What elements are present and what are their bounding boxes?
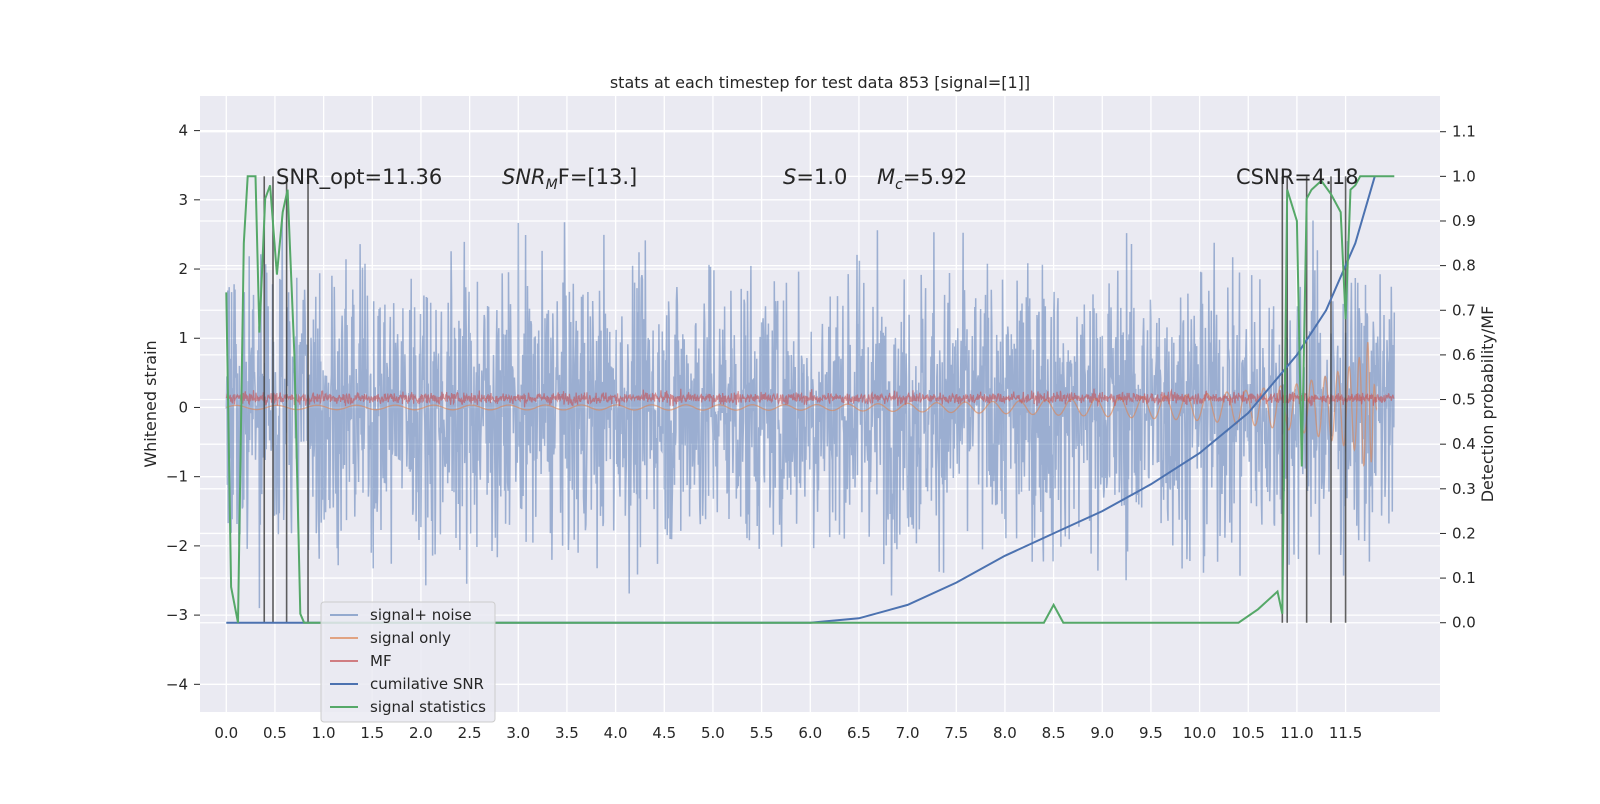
annotation-mc-name: M (877, 165, 895, 189)
x-tick-label: 10.5 (1232, 724, 1265, 742)
y-right-tick-label: 0.1 (1452, 569, 1476, 587)
chart-title: stats at each timestep for test data 853… (610, 73, 1030, 92)
x-tick-label: 11.0 (1280, 724, 1313, 742)
legend-label-2: MF (370, 652, 392, 670)
annotation-mc-sub: c (895, 177, 903, 193)
y-right-tick-label: 0.2 (1452, 524, 1476, 542)
x-tick-label: 0.5 (263, 724, 287, 742)
legend: signal+ noise signal only MF cumilative … (320, 601, 496, 723)
x-tick-label: 5.0 (701, 724, 725, 742)
legend-label-1: signal only (370, 629, 451, 647)
y-tick-label: 0 (178, 398, 188, 416)
y-tick-label: 1 (178, 329, 188, 347)
y-right-tick-label: 1.0 (1452, 167, 1476, 185)
series-mf (225, 388, 1395, 408)
legend-label-4: signal statistics (370, 698, 486, 716)
series-cumilative-snr (226, 176, 1376, 624)
y-right-tick-label: 0.9 (1452, 212, 1476, 230)
legend-frame (320, 601, 496, 723)
x-tick-label: 4.0 (604, 724, 628, 742)
y-tick-label: −3 (166, 606, 188, 624)
annotation-snr-mf-sub: M (546, 177, 558, 193)
y-right-tick-label: 0.6 (1452, 346, 1476, 364)
x-tick-label: 11.5 (1329, 724, 1362, 742)
annotation-s-value: =1.0 (796, 165, 847, 189)
y-right-tick-label: 1.1 (1452, 123, 1476, 141)
x-tick-label: 5.5 (750, 724, 774, 742)
y-right-tick-label: 0.8 (1452, 257, 1476, 275)
x-tick-label: 0.0 (214, 724, 238, 742)
y-right-tick-label: 0.7 (1452, 301, 1476, 319)
x-tick-label: 9.0 (1090, 724, 1114, 742)
annotation-layer: SNR_opt=11.36 SNRMF=[13.] S=1.0 Mc=5.92 … (276, 165, 1359, 193)
y-right-tick-label: 0.5 (1452, 391, 1476, 409)
x-tick-label: 2.5 (458, 724, 482, 742)
x-tick-label: 2.0 (409, 724, 433, 742)
annotation-csnr: CSNR=4.18 (1236, 165, 1359, 189)
annotation-snr-mf-base: SNR (502, 165, 546, 189)
annotation-mc-value: =5.92 (903, 165, 967, 189)
x-tick-label: 6.5 (847, 724, 871, 742)
x-tick-label: 3.5 (555, 724, 579, 742)
y-axis-label: Whitened strain (141, 340, 160, 467)
annotation-snr-opt: SNR_opt=11.36 (276, 165, 442, 190)
x-tick-label: 3.0 (506, 724, 530, 742)
y-axis-right-label: Detection probability/MF (1478, 306, 1497, 503)
tick-layer: 0.0 0.5 1.0 1.5 2.0 2.5 3.0 3.5 4.0 4.5 5.0 5.5 6.0 6… (166, 122, 1476, 742)
y-tick-label: 2 (178, 260, 188, 278)
legend-label-0: signal+ noise (370, 606, 472, 624)
x-tick-label: 7.0 (896, 724, 920, 742)
annotation-mc: Mc=5.92 (877, 165, 967, 193)
y-tick-label: −2 (166, 537, 188, 555)
x-tick-label: 4.5 (652, 724, 676, 742)
y-tick-label: −4 (166, 675, 188, 693)
annotation-snr-mf: SNRMF=[13.] (502, 165, 637, 193)
x-tick-label: 9.5 (1139, 724, 1163, 742)
y-tick-label: 4 (178, 122, 188, 140)
x-tick-label: 10.0 (1183, 724, 1216, 742)
x-tick-label: 1.5 (360, 724, 384, 742)
series-signal-statistics (225, 175, 1395, 624)
y-tick-label: 3 (178, 191, 188, 209)
annotation-snr-mf-rest: F=[13.] (558, 165, 637, 189)
series-layer (225, 175, 1396, 624)
annotation-s: S=1.0 (783, 165, 847, 189)
legend-label-3: cumilative SNR (370, 675, 484, 693)
y-right-tick-label: 0.0 (1452, 614, 1476, 632)
x-tick-label: 1.0 (312, 724, 336, 742)
x-tick-label: 8.5 (1042, 724, 1066, 742)
annotation-s-name: S (783, 165, 796, 189)
x-tick-label: 8.0 (993, 724, 1017, 742)
y-right-tick-label: 0.3 (1452, 480, 1476, 498)
y-tick-label: −1 (166, 468, 188, 486)
x-tick-label: 6.0 (798, 724, 822, 742)
y-right-tick-label: 0.4 (1452, 435, 1476, 453)
x-tick-label: 7.5 (944, 724, 968, 742)
